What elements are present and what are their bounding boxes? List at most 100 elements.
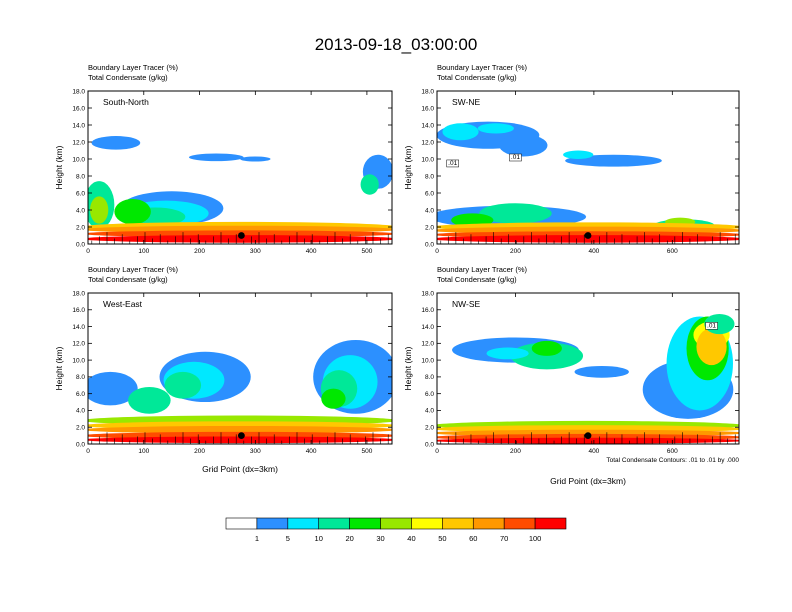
contour-label: Total Condensate (g/kg) bbox=[437, 275, 517, 284]
tracer-region bbox=[240, 156, 271, 162]
y-tick-label: 12.0 bbox=[72, 341, 85, 348]
location-marker bbox=[237, 432, 245, 440]
panel-south-north: Boundary Layer Tracer (%) Total Condensa… bbox=[54, 63, 393, 255]
x-tick-label: 0 bbox=[435, 448, 439, 455]
tracer-region bbox=[128, 386, 171, 414]
y-tick-label: 14.0 bbox=[72, 324, 85, 331]
tracer-region bbox=[188, 153, 244, 162]
x-tick-label: 100 bbox=[138, 248, 149, 255]
plot-area: 0.0 2.0 4.0 6.0 8.0 10.0 12.0 14.0 16.0 18.0 0 100 2… bbox=[54, 290, 393, 455]
figure-title: 2013-09-18_03:00:00 bbox=[315, 35, 478, 54]
contour-note: Total Condensate Contours: .01 to .01 by… bbox=[606, 457, 739, 464]
field-label: Boundary Layer Tracer (%) bbox=[88, 63, 179, 72]
tracer-region bbox=[91, 136, 141, 150]
tracer-region bbox=[321, 388, 346, 409]
colorbar-label: 70 bbox=[500, 534, 508, 543]
y-tick-label: 2.0 bbox=[425, 224, 434, 231]
tracer-region bbox=[510, 342, 584, 370]
shaded-field bbox=[437, 313, 739, 444]
colorbar-label: 10 bbox=[315, 534, 323, 543]
colorbar-label: 60 bbox=[469, 534, 477, 543]
y-tick-label: 6.0 bbox=[76, 391, 85, 398]
y-tick-label: 4.0 bbox=[425, 207, 434, 214]
x-tick-label: 200 bbox=[194, 448, 205, 455]
tracer-region bbox=[499, 134, 548, 157]
y-tick-label: 18.0 bbox=[72, 290, 85, 297]
y-tick-label: 12.0 bbox=[421, 139, 434, 146]
x-tick-label: 200 bbox=[510, 448, 521, 455]
shaded-field bbox=[437, 121, 739, 244]
colorbar-swatch bbox=[534, 517, 567, 530]
x-tick-label: 500 bbox=[361, 448, 372, 455]
colorbar-swatch bbox=[256, 517, 289, 530]
x-tick-label: 400 bbox=[588, 248, 599, 255]
tracer-region bbox=[88, 371, 138, 406]
y-axis-label: Height (km) bbox=[403, 145, 413, 189]
colorbar-label: 40 bbox=[407, 534, 415, 543]
colorbar-swatch bbox=[349, 517, 381, 530]
contour-label: Total Condensate (g/kg) bbox=[88, 73, 168, 82]
x-axis-label: Grid Point (dx=3km) bbox=[550, 476, 626, 486]
colorbar-swatch bbox=[318, 517, 350, 530]
tracer-region bbox=[90, 196, 109, 224]
x-tick-label: 600 bbox=[667, 448, 678, 455]
x-tick-label: 0 bbox=[435, 248, 439, 255]
field-label: Boundary Layer Tracer (%) bbox=[437, 265, 528, 274]
tracer-region bbox=[88, 425, 392, 434]
y-tick-label: 16.0 bbox=[421, 307, 434, 314]
y-tick-label: 8.0 bbox=[425, 173, 434, 180]
x-tick-label: 100 bbox=[138, 448, 149, 455]
y-tick-label: 0.0 bbox=[76, 441, 85, 448]
contour-label: .01 bbox=[511, 154, 520, 161]
y-tick-label: 12.0 bbox=[72, 139, 85, 146]
y-tick-label: 8.0 bbox=[76, 173, 85, 180]
contour-label-box bbox=[446, 159, 459, 168]
y-tick-label: 16.0 bbox=[72, 307, 85, 314]
plot-frame bbox=[436, 292, 740, 445]
y-tick-label: 4.0 bbox=[425, 408, 434, 415]
x-tick-label: 200 bbox=[510, 248, 521, 255]
y-axis-label: Height (km) bbox=[54, 145, 64, 189]
y-tick-label: 0.0 bbox=[76, 241, 85, 248]
colorbar-label: 50 bbox=[438, 534, 446, 543]
y-tick-label: 0.0 bbox=[425, 441, 434, 448]
contour-label-box bbox=[509, 153, 522, 162]
y-tick-label: 12.0 bbox=[421, 341, 434, 348]
x-tick-label: 0 bbox=[86, 448, 90, 455]
x-tick-label: 500 bbox=[361, 248, 372, 255]
field-label: Boundary Layer Tracer (%) bbox=[88, 265, 179, 274]
shaded-field bbox=[88, 136, 392, 244]
y-tick-label: 4.0 bbox=[76, 207, 85, 214]
tracer-region bbox=[531, 340, 562, 356]
y-tick-label: 16.0 bbox=[421, 105, 434, 112]
y-tick-label: 6.0 bbox=[425, 190, 434, 197]
tracer-region bbox=[486, 347, 529, 360]
y-tick-label: 14.0 bbox=[72, 122, 85, 129]
location-marker bbox=[237, 232, 245, 239]
tracer-region bbox=[477, 123, 514, 134]
colorbar-swatch bbox=[472, 517, 505, 530]
tracer-region bbox=[114, 198, 151, 225]
y-tick-label: 10.0 bbox=[421, 156, 434, 163]
y-tick-label: 8.0 bbox=[425, 374, 434, 381]
plot-area: 0.0 2.0 4.0 6.0 8.0 10.0 12.0 14.0 16.0 18.0 0 200 4… bbox=[403, 290, 740, 455]
x-tick-label: 300 bbox=[250, 248, 261, 255]
contour-label: .01 bbox=[707, 322, 716, 329]
colorbar-swatch bbox=[442, 517, 474, 530]
tracer-region bbox=[442, 123, 479, 141]
plot-frame bbox=[87, 292, 393, 445]
contour-label: Total Condensate (g/kg) bbox=[437, 73, 517, 82]
panel-west-east: Boundary Layer Tracer (%) Total Condensa… bbox=[54, 265, 393, 455]
panel-title: NW-SE bbox=[452, 299, 481, 309]
panel-title: SW-NE bbox=[452, 97, 481, 107]
plot-area: 0.0 2.0 4.0 6.0 8.0 10.0 12.0 14.0 16.0 18.0 0 100 2… bbox=[54, 88, 393, 255]
tracer-region bbox=[164, 371, 202, 399]
colorbar-swatch bbox=[287, 517, 320, 530]
colorbar-swatch bbox=[411, 517, 443, 530]
colorbar-swatch bbox=[503, 517, 536, 530]
tracer-region bbox=[479, 203, 552, 224]
colorbar-label: 30 bbox=[376, 534, 384, 543]
plot-frame bbox=[87, 90, 393, 245]
x-tick-label: 400 bbox=[306, 248, 317, 255]
